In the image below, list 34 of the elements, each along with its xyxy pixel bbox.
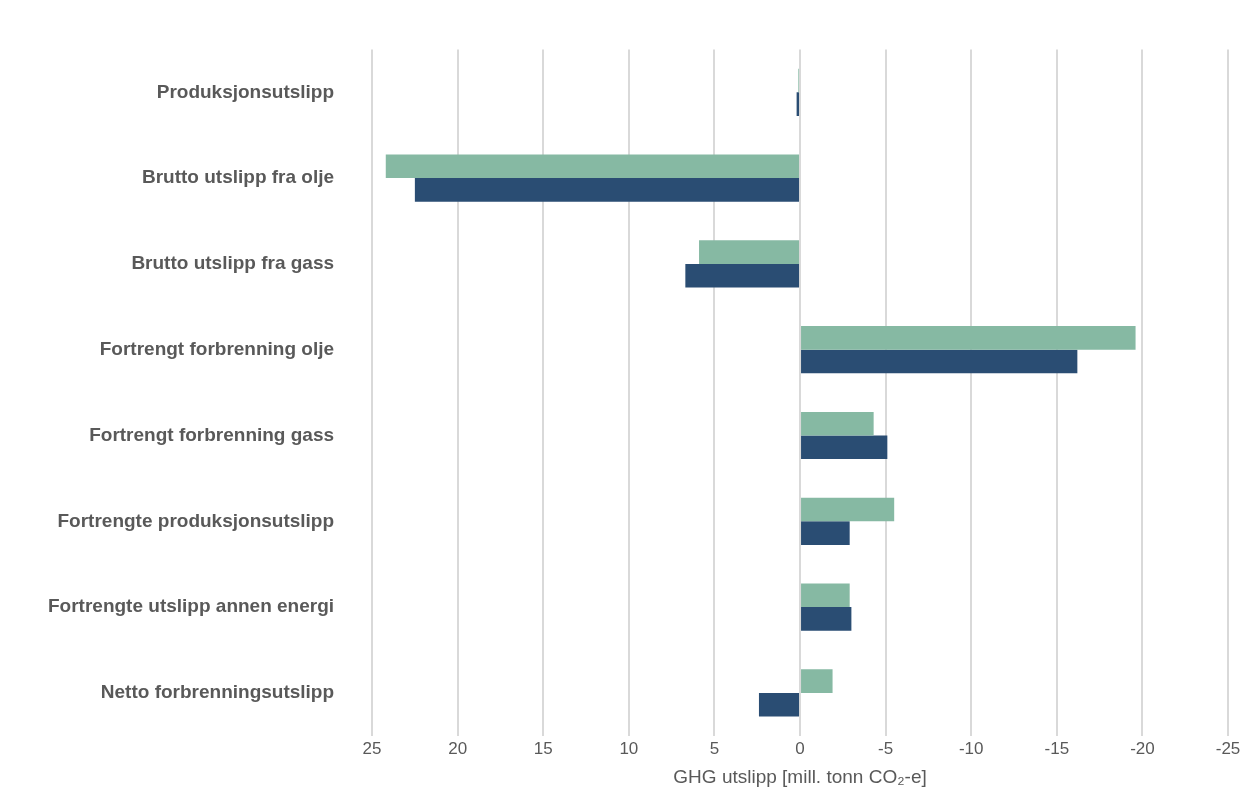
bar [685,263,800,288]
bar [801,326,1136,350]
x-tick-label: 10 [619,738,639,758]
x-tick-label: 20 [448,738,468,758]
y-tick-label: Brutto utslipp fra olje [141,166,335,188]
x-tick-label: -10 [958,738,984,758]
bar [801,607,852,631]
bar [801,497,895,522]
x-axis-title: GHG utslipp [mill. tonn CO₂-e] [673,765,927,787]
y-tick-label: Brutto utslipp fra gass [131,252,335,274]
bar [385,154,800,179]
x-tick-label: 0 [795,738,805,758]
bar [801,435,888,460]
bar [758,692,800,717]
x-tick-label: -15 [1044,738,1070,758]
bar [801,669,833,693]
y-tick-label: Produksjonsutslipp [156,80,335,102]
bar [801,349,1078,374]
y-tick-label: Fortrengte produksjonsutslipp [57,509,335,531]
bar [699,240,800,264]
x-tick-label: 5 [709,738,720,758]
y-tick-label: Netto forbrenningsutslipp [100,681,335,703]
y-tick-label: Fortrengt forbrenning gass [89,423,335,445]
x-tick-label: -5 [878,738,894,758]
bar [801,521,850,545]
x-tick-label: -25 [1215,738,1241,758]
y-tick-label: Fortrengt forbrenning olje [99,337,335,359]
x-tick-label: -20 [1130,738,1155,758]
bar [801,411,874,436]
x-tick-label: 25 [362,738,382,758]
y-tick-label: Fortrengte utslipp annen energi [48,595,335,617]
bar [801,583,850,608]
bar [414,178,800,202]
x-tick-label: 15 [533,738,553,758]
